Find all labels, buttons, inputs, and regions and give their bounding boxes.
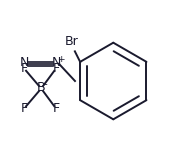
Text: F: F <box>53 62 60 75</box>
Text: Br: Br <box>65 35 79 48</box>
Text: F: F <box>20 62 28 75</box>
Text: N: N <box>20 56 29 69</box>
Text: F: F <box>53 102 60 115</box>
Text: N: N <box>51 56 61 69</box>
Text: F: F <box>20 102 28 115</box>
Text: -: - <box>43 79 47 89</box>
Text: +: + <box>57 56 64 64</box>
Text: B: B <box>37 81 45 94</box>
